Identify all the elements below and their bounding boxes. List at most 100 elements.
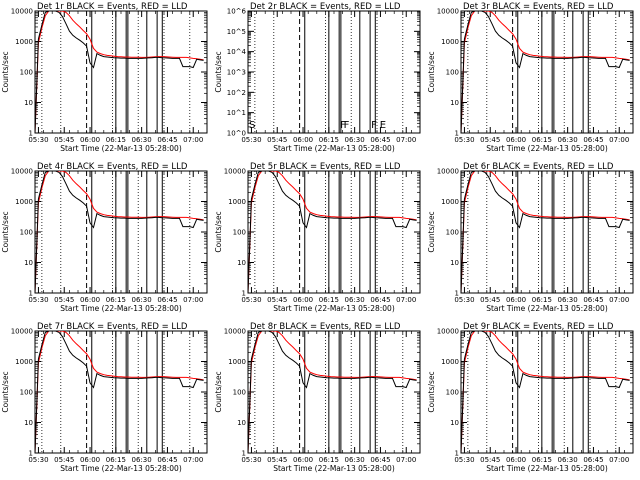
series-line-lld xyxy=(461,11,630,133)
series-line-events xyxy=(461,331,630,453)
y-tick-label: 100 xyxy=(20,389,33,397)
x-tick-label: 06:15 xyxy=(319,456,339,464)
series-line-events xyxy=(248,331,417,453)
series-line-lld xyxy=(35,11,204,133)
y-tick-label: 1000 xyxy=(441,38,459,46)
chart-title: Det 8r BLACK = Events, RED = LLD xyxy=(250,322,401,332)
x-axis-label: Start Time (22-Mar-13 05:28:00) xyxy=(60,464,182,473)
series-line-lld xyxy=(461,331,630,453)
chart-title: Det 5r BLACK = Events, RED = LLD xyxy=(250,162,401,172)
detector-chart-3r: Det 3r BLACK = Events, RED = LLD 1 10 100 10… xyxy=(427,2,634,153)
series-line-lld xyxy=(35,331,204,453)
x-tick-label: 05:45 xyxy=(54,456,74,464)
detector-chart-1r: Det 1r BLACK = Events, RED = LLD 1 10 100 10… xyxy=(1,2,208,153)
x-tick-label: 07:00 xyxy=(183,456,203,464)
y-axis-label: Counts/sec xyxy=(214,51,223,92)
x-tick-label: 06:45 xyxy=(370,456,390,464)
x-tick-label: 06:15 xyxy=(106,296,126,304)
series-line-lld xyxy=(248,331,417,453)
y-tick-label: 10^6 xyxy=(227,8,247,16)
x-tick-label: 06:30 xyxy=(345,136,365,144)
detector-panel-7r: Det 7r BLACK = Events, RED = LLD 1 10 100 10… xyxy=(0,320,213,480)
y-tick-label: 100 xyxy=(233,389,246,397)
x-tick-label: 07:00 xyxy=(396,296,416,304)
chart-title: Det 6r BLACK = Events, RED = LLD xyxy=(463,162,614,172)
y-tick-label: 1000 xyxy=(15,198,33,206)
x-axis-label: Start Time (22-Mar-13 05:28:00) xyxy=(273,144,395,153)
detector-panel-4r: Det 4r BLACK = Events, RED = LLD 1 10 100 10… xyxy=(0,160,213,320)
plot-area xyxy=(35,331,204,453)
plot-area xyxy=(461,171,630,293)
x-tick-label: 06:45 xyxy=(583,296,603,304)
series-line-events xyxy=(35,171,204,293)
x-tick-label: 07:00 xyxy=(609,296,629,304)
y-tick-label: 100 xyxy=(446,69,459,77)
x-tick-label: 07:00 xyxy=(183,296,203,304)
chart-title: Det 3r BLACK = Events, RED = LLD xyxy=(463,2,614,12)
x-tick-label: 05:30 xyxy=(28,296,48,304)
x-tick-label: 06:00 xyxy=(293,456,313,464)
y-tick-label: 1000 xyxy=(15,38,33,46)
flag-label: S xyxy=(249,120,255,131)
y-tick-label: 10000 xyxy=(11,168,33,176)
y-tick-label: 100 xyxy=(20,69,33,77)
series-line-lld xyxy=(35,171,204,293)
detector-panel-9r: Det 9r BLACK = Events, RED = LLD 1 10 100 10… xyxy=(426,320,639,480)
x-tick-label: 06:15 xyxy=(106,456,126,464)
flag-label: E xyxy=(380,120,386,131)
y-axis-label: Counts/sec xyxy=(1,51,10,92)
x-axis-label: Start Time (22-Mar-13 05:28:00) xyxy=(273,304,395,313)
x-tick-label: 06:30 xyxy=(558,296,578,304)
y-tick-label: 10 xyxy=(237,419,246,427)
detector-panel-5r: Det 5r BLACK = Events, RED = LLD 1 10 100 10… xyxy=(213,160,426,320)
x-tick-label: 06:30 xyxy=(132,296,152,304)
x-tick-label: 05:45 xyxy=(480,296,500,304)
y-tick-label: 1000 xyxy=(228,198,246,206)
x-axis-label: Start Time (22-Mar-13 05:28:00) xyxy=(486,464,608,473)
y-axis-label: Counts/sec xyxy=(1,211,10,252)
x-tick-label: 06:45 xyxy=(583,136,603,144)
x-tick-label: 05:45 xyxy=(267,296,287,304)
x-tick-label: 06:30 xyxy=(558,456,578,464)
x-tick-label: 05:30 xyxy=(241,456,261,464)
y-tick-label: 100 xyxy=(446,389,459,397)
x-axis-label: Start Time (22-Mar-13 05:28:00) xyxy=(60,144,182,153)
y-tick-label: 10000 xyxy=(224,328,246,336)
x-tick-label: 07:00 xyxy=(609,456,629,464)
x-tick-label: 05:45 xyxy=(267,456,287,464)
x-tick-label: 05:30 xyxy=(28,456,48,464)
series-line-events xyxy=(248,171,417,293)
y-tick-label: 10^4 xyxy=(227,48,247,56)
y-tick-label: 10000 xyxy=(437,328,459,336)
y-axis-label: Counts/sec xyxy=(427,371,436,412)
y-tick-label: 10 xyxy=(24,259,33,267)
plot-area xyxy=(248,171,417,293)
chart-title: Det 7r BLACK = Events, RED = LLD xyxy=(37,322,188,332)
y-tick-label: 1 xyxy=(29,290,33,298)
chart-title: Det 1r BLACK = Events, RED = LLD xyxy=(37,2,188,12)
plot-area xyxy=(35,171,204,293)
x-axis-label: Start Time (22-Mar-13 05:28:00) xyxy=(486,144,608,153)
y-tick-label: 10 xyxy=(237,259,246,267)
x-tick-label: 05:30 xyxy=(454,136,474,144)
x-tick-label: 06:45 xyxy=(157,456,177,464)
y-tick-label: 10^5 xyxy=(227,28,246,36)
detector-chart-9r: Det 9r BLACK = Events, RED = LLD 1 10 100 10… xyxy=(427,322,634,473)
series-line-events xyxy=(35,331,204,453)
x-tick-label: 06:30 xyxy=(132,456,152,464)
y-tick-label: 10 xyxy=(24,99,33,107)
plot-area xyxy=(461,11,630,133)
x-tick-label: 06:15 xyxy=(106,136,126,144)
series-line-lld xyxy=(461,171,630,293)
plot-area xyxy=(35,11,204,133)
y-axis-label: Counts/sec xyxy=(427,211,436,252)
flag-label: F xyxy=(344,120,350,131)
chart-title: Det 9r BLACK = Events, RED = LLD xyxy=(463,322,614,332)
x-tick-label: 06:00 xyxy=(80,456,100,464)
x-tick-label: 05:45 xyxy=(480,136,500,144)
y-tick-label: 1000 xyxy=(441,358,459,366)
detector-panel-8r: Det 8r BLACK = Events, RED = LLD 1 10 100 10… xyxy=(213,320,426,480)
y-tick-label: 10000 xyxy=(437,168,459,176)
x-tick-label: 06:45 xyxy=(370,136,390,144)
